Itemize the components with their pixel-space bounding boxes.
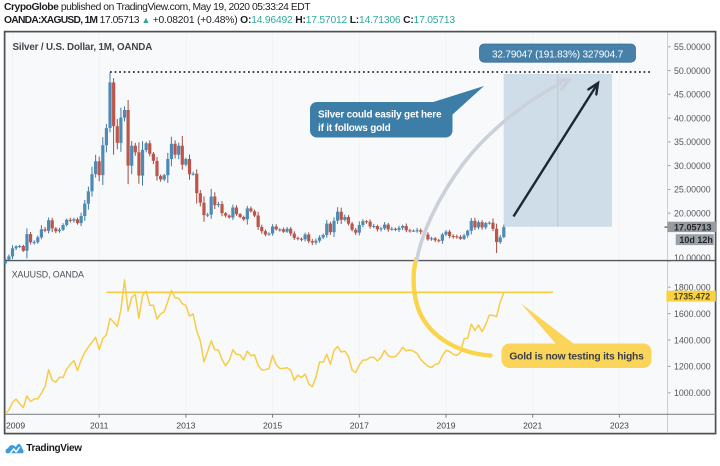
svg-text:1400.000: 1400.000 <box>674 335 711 345</box>
svg-text:35.00000: 35.00000 <box>674 137 711 147</box>
svg-text:1000.000: 1000.000 <box>674 388 711 398</box>
svg-text:Silver / U.S. Dollar, 1M, OAND: Silver / U.S. Dollar, 1M, OANDA <box>13 42 153 53</box>
svg-text:1600.000: 1600.000 <box>674 309 711 319</box>
svg-text:2021: 2021 <box>523 421 542 431</box>
svg-text:45.00000: 45.00000 <box>674 90 711 100</box>
svg-text:50.00000: 50.00000 <box>674 66 711 76</box>
svg-text:30.00000: 30.00000 <box>674 161 711 171</box>
svg-text:Gold is now testing its highs: Gold is now testing its highs <box>509 352 644 363</box>
svg-text:25.00000: 25.00000 <box>674 185 711 195</box>
svg-text:if it follows gold: if it follows gold <box>318 123 391 134</box>
svg-text:2019: 2019 <box>436 421 455 431</box>
svg-text:2023: 2023 <box>610 421 629 431</box>
svg-text:2013: 2013 <box>176 421 195 431</box>
svg-text:XAUUSD, OANDA: XAUUSD, OANDA <box>12 269 84 279</box>
svg-text:20.00000: 20.00000 <box>674 209 711 219</box>
svg-text:17.05713: 17.05713 <box>674 223 712 233</box>
svg-text:2009: 2009 <box>6 421 25 431</box>
svg-text:2011: 2011 <box>90 421 109 431</box>
svg-text:32.79047 (191.83%) 327904.7: 32.79047 (191.83%) 327904.7 <box>492 49 624 60</box>
svg-text:10.00000: 10.00000 <box>674 253 711 263</box>
svg-text:1800.000: 1800.000 <box>674 283 711 293</box>
svg-text:Silver could easily get here: Silver could easily get here <box>318 110 442 121</box>
svg-text:10d 12h: 10d 12h <box>679 235 713 245</box>
svg-text:2015: 2015 <box>263 421 282 431</box>
svg-text:55.00000: 55.00000 <box>674 42 711 52</box>
svg-text:1200.000: 1200.000 <box>674 362 711 372</box>
svg-text:1735.472: 1735.472 <box>674 292 711 302</box>
svg-text:2017: 2017 <box>350 421 369 431</box>
svg-text:40.00000: 40.00000 <box>674 113 711 123</box>
